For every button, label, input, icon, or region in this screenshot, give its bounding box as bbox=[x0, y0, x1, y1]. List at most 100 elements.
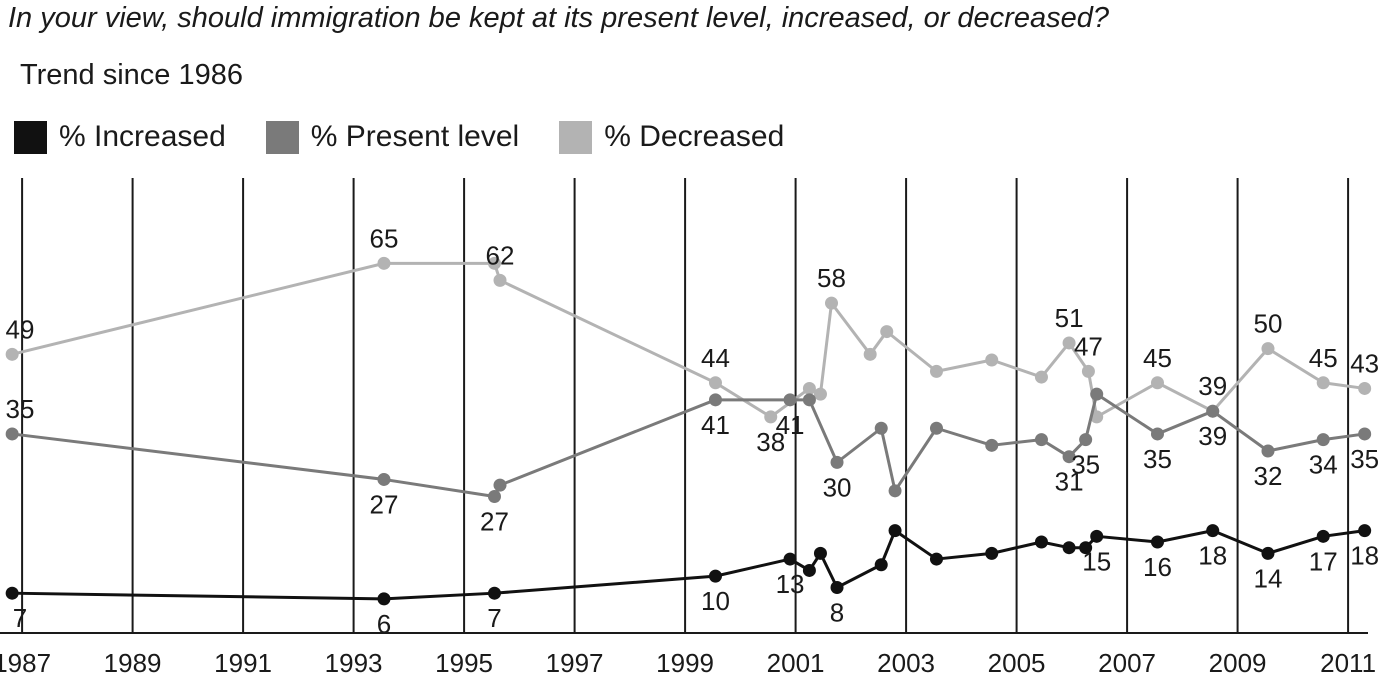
data-label-percent-present-level-2: 27 bbox=[480, 507, 509, 537]
data-point-percent-decreased-19 bbox=[1261, 342, 1275, 356]
data-point-percent-decreased-8 bbox=[825, 296, 839, 310]
data-label-percent-present-level-4: 41 bbox=[701, 410, 730, 440]
data-point-percent-present-level-4 bbox=[708, 393, 722, 407]
x-tick-label-2001: 2001 bbox=[767, 648, 825, 678]
data-point-percent-decreased-5 bbox=[764, 410, 778, 424]
data-label-percent-increased-20: 18 bbox=[1350, 541, 1379, 571]
legend-item-present-level: % Present level bbox=[265, 120, 519, 154]
data-label-percent-decreased-8: 58 bbox=[817, 263, 846, 293]
data-point-percent-increased-20 bbox=[1358, 524, 1372, 538]
data-label-percent-present-level-18: 32 bbox=[1254, 461, 1283, 491]
data-point-percent-decreased-0 bbox=[5, 347, 19, 361]
data-label-percent-decreased-5: 38 bbox=[756, 427, 785, 457]
x-tick-label-2007: 2007 bbox=[1098, 648, 1156, 678]
data-point-percent-increased-17 bbox=[1206, 524, 1220, 538]
data-label-percent-present-level-7: 30 bbox=[823, 472, 852, 502]
data-label-percent-decreased-1: 65 bbox=[370, 223, 399, 253]
data-point-percent-increased-13 bbox=[1062, 541, 1076, 555]
data-point-percent-decreased-14 bbox=[1062, 336, 1076, 350]
data-label-percent-increased-17: 18 bbox=[1198, 541, 1227, 571]
data-point-percent-decreased-11 bbox=[929, 364, 943, 378]
data-point-percent-decreased-20 bbox=[1316, 376, 1330, 390]
x-tick-label-1989: 1989 bbox=[104, 648, 162, 678]
data-label-percent-decreased-21: 43 bbox=[1350, 348, 1379, 378]
data-point-percent-present-level-15 bbox=[1090, 387, 1104, 401]
legend-label-increased: % Increased bbox=[59, 120, 226, 153]
data-point-percent-present-level-14 bbox=[1079, 433, 1093, 447]
data-point-percent-decreased-15 bbox=[1081, 364, 1095, 378]
data-point-percent-decreased-12 bbox=[985, 353, 999, 367]
data-point-percent-increased-16 bbox=[1150, 535, 1164, 549]
data-point-percent-present-level-9 bbox=[888, 484, 902, 498]
data-label-percent-present-level-14: 35 bbox=[1071, 450, 1100, 480]
data-label-percent-increased-7: 8 bbox=[830, 598, 844, 628]
data-label-percent-increased-16: 16 bbox=[1143, 552, 1172, 582]
data-point-percent-increased-4 bbox=[783, 552, 797, 566]
data-point-percent-decreased-6 bbox=[802, 381, 816, 395]
data-point-percent-decreased-1 bbox=[377, 256, 391, 270]
legend-swatch-decreased bbox=[559, 120, 593, 154]
data-point-percent-present-level-6 bbox=[802, 393, 816, 407]
data-label-percent-increased-15: 15 bbox=[1082, 546, 1111, 576]
data-point-percent-increased-9 bbox=[888, 524, 902, 538]
data-label-percent-present-level-20: 35 bbox=[1350, 444, 1379, 474]
x-tick-label-1991: 1991 bbox=[214, 648, 272, 678]
series-line-percent-decreased bbox=[11, 261, 1365, 419]
data-point-percent-decreased-10 bbox=[880, 325, 894, 339]
data-point-percent-increased-11 bbox=[985, 546, 999, 560]
data-label-percent-increased-4: 13 bbox=[776, 569, 805, 599]
data-label-percent-present-level-16: 35 bbox=[1143, 444, 1172, 474]
data-point-percent-present-level-11 bbox=[985, 438, 999, 452]
data-label-percent-increased-0: 7 bbox=[13, 603, 27, 633]
data-point-percent-present-level-10 bbox=[929, 421, 943, 435]
data-point-percent-increased-2 bbox=[487, 586, 501, 600]
data-point-percent-increased-6 bbox=[813, 546, 827, 560]
data-point-percent-present-level-20 bbox=[1358, 427, 1372, 441]
data-label-percent-decreased-18: 39 bbox=[1198, 371, 1227, 401]
data-point-percent-present-level-16 bbox=[1150, 427, 1164, 441]
chart-question-title: In your view, should immigration be kept… bbox=[8, 2, 1109, 34]
data-point-percent-decreased-4 bbox=[708, 376, 722, 390]
data-label-percent-present-level-13: 31 bbox=[1055, 467, 1084, 497]
data-point-percent-present-level-7 bbox=[830, 455, 844, 469]
chart-subtitle: Trend since 1986 bbox=[20, 59, 244, 91]
data-point-percent-increased-3 bbox=[708, 569, 722, 583]
legend-swatch-present-level bbox=[265, 120, 299, 154]
x-tick-label-1987: 1987 bbox=[0, 648, 51, 678]
data-point-percent-increased-18 bbox=[1261, 546, 1275, 560]
legend: % Increased % Present level % Decreased bbox=[14, 120, 824, 154]
data-point-percent-decreased-13 bbox=[1034, 370, 1048, 384]
data-label-percent-increased-19: 17 bbox=[1309, 546, 1338, 576]
data-label-percent-decreased-19: 50 bbox=[1254, 309, 1283, 339]
data-label-percent-increased-1: 6 bbox=[377, 609, 391, 639]
x-tick-label-1997: 1997 bbox=[546, 648, 604, 678]
data-point-percent-increased-5 bbox=[802, 563, 816, 577]
x-tick-label-2011: 2011 bbox=[1320, 648, 1376, 678]
data-point-percent-decreased-2 bbox=[487, 256, 501, 270]
legend-swatch-increased bbox=[14, 120, 47, 154]
data-point-percent-present-level-1 bbox=[377, 472, 391, 486]
data-point-percent-increased-14 bbox=[1079, 541, 1093, 555]
data-point-percent-present-level-2 bbox=[487, 490, 501, 503]
data-label-percent-decreased-17: 45 bbox=[1143, 343, 1172, 373]
data-point-percent-increased-10 bbox=[929, 552, 943, 566]
data-point-percent-decreased-7 bbox=[813, 387, 827, 401]
data-point-percent-increased-12 bbox=[1034, 535, 1048, 549]
x-tick-label-1999: 1999 bbox=[656, 648, 714, 678]
x-tick-label-2009: 2009 bbox=[1209, 648, 1267, 678]
x-tick-label-2005: 2005 bbox=[988, 648, 1046, 678]
data-point-percent-present-level-0 bbox=[5, 427, 19, 441]
data-label-percent-decreased-15: 47 bbox=[1074, 331, 1103, 361]
data-point-percent-decreased-17 bbox=[1150, 376, 1164, 390]
data-label-percent-present-level-1: 27 bbox=[370, 489, 399, 519]
legend-item-increased: % Increased bbox=[14, 120, 226, 154]
data-point-percent-increased-1 bbox=[377, 592, 391, 606]
data-point-percent-decreased-9 bbox=[863, 347, 877, 361]
x-tick-label-1993: 1993 bbox=[325, 648, 383, 678]
data-label-percent-present-level-19: 34 bbox=[1309, 450, 1338, 480]
data-label-percent-decreased-0: 49 bbox=[6, 314, 35, 344]
data-label-percent-present-level-0: 35 bbox=[6, 394, 35, 424]
x-tick-label-1995: 1995 bbox=[435, 648, 493, 678]
x-tick-label-2003: 2003 bbox=[877, 648, 935, 678]
